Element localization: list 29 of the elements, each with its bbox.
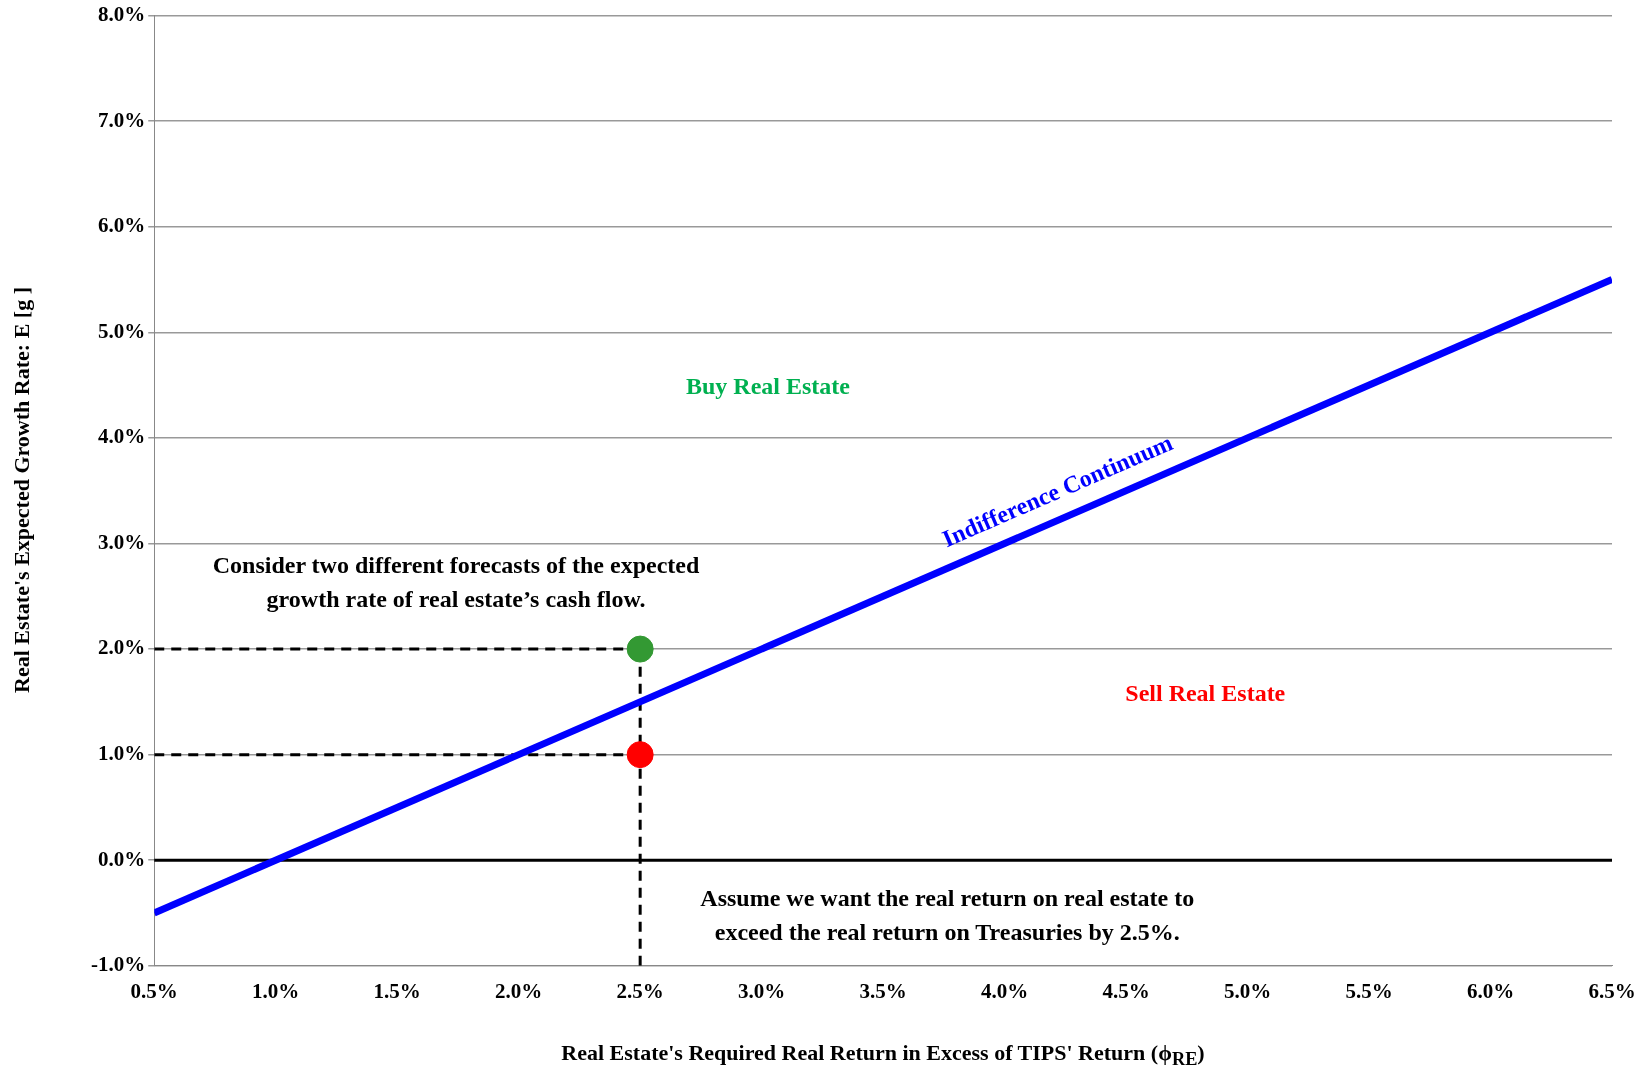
- x-axis-title: Real Estate's Required Real Return in Excess of TIPS' Return (ϕ$_{RE}$): [560, 1040, 1206, 1071]
- x-tick-label: 6.0%: [1466, 978, 1515, 1003]
- y-tick-label: 1.0%: [97, 741, 146, 766]
- annotation: Consider two different forecasts of the expected growth rate of real estate’s cash flow.: [212, 552, 700, 613]
- y-tick-label: 3.0%: [97, 529, 146, 554]
- y-tick-label: 2.0%: [97, 635, 146, 660]
- x-tick-label: 4.0%: [980, 978, 1029, 1003]
- y-tick-label: 8.0%: [97, 2, 146, 27]
- x-tick-label: 1.0%: [252, 978, 300, 1003]
- x-tick-label: 2.5%: [616, 978, 664, 1003]
- annotation: Buy Real Estate: [685, 373, 851, 400]
- x-tick-label: 1.5%: [373, 978, 421, 1003]
- y-tick-label: 5.0%: [97, 318, 146, 343]
- x-tick-label: 3.0%: [738, 978, 786, 1003]
- x-tick-label: 6.5%: [1588, 978, 1636, 1003]
- y-tick-label: 0.0%: [97, 846, 146, 871]
- x-tick-label: 5.0%: [1223, 978, 1272, 1003]
- x-tick-label: 2.0%: [495, 978, 543, 1003]
- annotation: Sell Real Estate: [1125, 680, 1286, 707]
- annotation: Assume we want the real return on real estate to exceed the real return on Treasuries by 2.5%.: [700, 884, 1195, 945]
- y-tick-label: -1.0%: [90, 952, 146, 977]
- x-tick-label: 0.5%: [130, 978, 178, 1003]
- x-tick-label: 3.5%: [859, 978, 907, 1003]
- x-tick-label: 4.5%: [1102, 978, 1150, 1003]
- y-tick-label: 7.0%: [97, 107, 146, 132]
- y-axis-title: Real Estate's Expected Growth Rate: E [g ]: [9, 287, 35, 693]
- y-tick-label: 4.0%: [97, 424, 146, 449]
- x-tick-label: 5.5%: [1345, 978, 1393, 1003]
- y-tick-label: 6.0%: [97, 213, 146, 238]
